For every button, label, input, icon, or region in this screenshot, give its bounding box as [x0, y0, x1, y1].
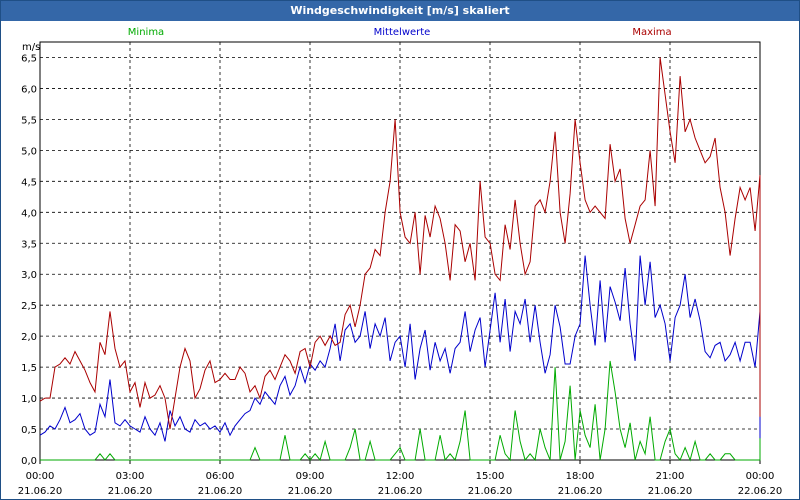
x-tick-date-label: 21.06.20: [378, 486, 423, 497]
x-tick-time-label: 00:00: [746, 471, 775, 482]
series-line-maxima: [39, 57, 761, 430]
legend-entry-minima: Minima: [128, 27, 164, 38]
y-tick-label: 0,5: [21, 425, 37, 436]
x-tick-date-label: 21.06.20: [648, 486, 693, 497]
x-tick-time-label: 15:00: [476, 471, 505, 482]
y-tick-label: 5,5: [21, 115, 37, 126]
y-tick-label: 4,5: [21, 177, 37, 188]
x-tick-time-label: 09:00: [296, 471, 325, 482]
y-tick-label: 3,0: [21, 270, 37, 281]
x-tick-date-label: 21.06.20: [288, 486, 333, 497]
x-tick-time-label: 18:00: [566, 471, 595, 482]
x-tick-date-label: 21.06.20: [558, 486, 603, 497]
series-lines: [39, 57, 761, 462]
chart-title: Windgeschwindigkeit [m/s] skaliert: [1, 1, 799, 21]
x-tick-time-label: 12:00: [386, 471, 415, 482]
y-tick-label: 6,5: [21, 53, 37, 64]
y-tick-label: 4,0: [21, 208, 37, 219]
x-tick-date-label: 21.06.20: [18, 486, 63, 497]
y-axis-label: m/s: [22, 42, 40, 53]
y-tick-label: 2,5: [21, 301, 37, 312]
y-tick-label: 2,0: [21, 332, 37, 343]
x-tick-date-label: 21.06.20: [198, 486, 243, 497]
x-tick-date-label: 22.06.20: [738, 486, 783, 497]
y-tick-label: 1,0: [21, 394, 37, 405]
x-tick-date-label: 21.06.20: [468, 486, 513, 497]
y-tick-label: 5,0: [21, 146, 37, 157]
x-tick-date-label: 21.06.20: [108, 486, 153, 497]
legend-entry-mittelwerte: Mittelwerte: [374, 27, 431, 38]
y-tick-label: 1,5: [21, 363, 37, 374]
y-tick-label: 6,0: [21, 84, 37, 95]
y-tick-label: 0,0: [21, 456, 37, 467]
x-tick-time-label: 06:00: [206, 471, 235, 482]
x-tick-time-label: 21:00: [656, 471, 685, 482]
legend: Minima Mittelwerte Maxima: [128, 27, 672, 38]
x-tick-time-label: 03:00: [116, 471, 145, 482]
series-line-minima: [40, 360, 761, 462]
grid: [40, 42, 760, 461]
y-tick-label: 3,5: [21, 239, 37, 250]
x-tick-time-label: 00:00: [26, 471, 55, 482]
legend-entry-maxima: Maxima: [632, 27, 671, 38]
